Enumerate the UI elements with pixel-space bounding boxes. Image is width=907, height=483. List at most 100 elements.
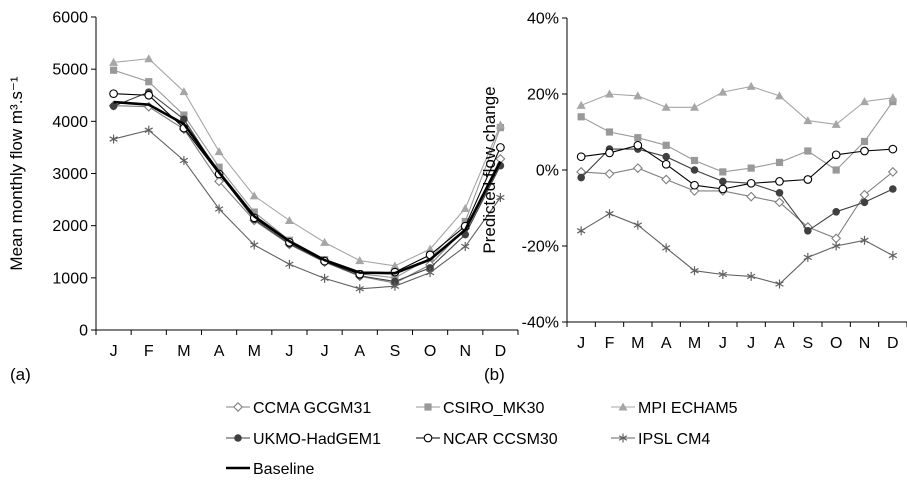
series-line-baseline (113, 100, 502, 275)
legend-marker (618, 433, 628, 443)
data-point-ipsl (461, 242, 470, 252)
data-point-ipsl (803, 252, 813, 262)
data-point-ukmo (180, 115, 188, 124)
data-point-ncar (888, 144, 898, 154)
data-point-mpi (605, 89, 614, 98)
series-ukmo (109, 88, 505, 286)
series-ipsl (109, 125, 505, 294)
legend-label: CCMA GCGM31 (253, 400, 371, 417)
x-tick-label: A (774, 335, 785, 352)
data-point-ipsl (860, 235, 869, 245)
data-point-ukmo (109, 102, 118, 111)
data-point-ncar (605, 148, 614, 158)
data-point-ccma (831, 233, 842, 244)
x-tick-label: J (110, 343, 118, 360)
data-point-csiro (180, 111, 188, 119)
x-tick-label: S (802, 335, 813, 352)
data-point-ncar (144, 90, 154, 100)
data-point-mpi (495, 120, 505, 129)
x-tick-label: J (577, 335, 585, 352)
x-tick-label: J (719, 335, 727, 352)
y-tick-label: 20% (527, 87, 559, 104)
data-point-csiro (634, 134, 642, 142)
data-point-ccma (887, 166, 898, 177)
series-line-ncar (581, 144, 893, 190)
series-csiro (577, 98, 897, 176)
data-point-ipsl (661, 243, 671, 253)
panel-label: (a) (10, 365, 31, 384)
data-point-mpi (109, 57, 119, 66)
x-tick-label: N (459, 343, 471, 360)
x-tick-label: O (424, 343, 436, 360)
data-point-ipsl (320, 273, 329, 283)
legend-label: MPI ECHAM5 (638, 400, 738, 417)
x-tick-label: A (214, 343, 225, 360)
series-line-ipsl (580, 213, 894, 285)
series-ccma (576, 163, 898, 244)
y-tick-label: 1000 (52, 270, 88, 287)
data-point-csiro (461, 217, 469, 226)
data-point-ipsl (355, 284, 364, 294)
x-tick-label: A (661, 335, 672, 352)
data-point-csiro (719, 168, 727, 176)
x-tick-label: M (631, 335, 644, 352)
data-point-mpi (249, 191, 259, 200)
y-tick-label: -20% (522, 239, 559, 256)
data-point-ukmo (889, 185, 897, 193)
data-point-ukmo (832, 208, 840, 216)
y-tick-label: 2000 (52, 218, 88, 235)
legend-item-ipsl: IPSL CM4 (611, 431, 710, 448)
series-ccma (108, 100, 506, 289)
data-point-mpi (179, 87, 189, 96)
data-point-ipsl (775, 279, 784, 289)
data-point-ncar (831, 150, 841, 160)
data-point-ccma (632, 163, 643, 174)
data-point-csiro (804, 147, 812, 155)
data-point-mpi (425, 244, 435, 253)
data-point-csiro (109, 66, 118, 74)
data-point-ukmo (426, 264, 434, 272)
series-line-csiro (580, 101, 894, 173)
x-tick-label: O (830, 335, 842, 352)
data-point-ukmo (804, 227, 812, 235)
data-point-ncar (109, 89, 118, 99)
x-tick-label: N (859, 335, 871, 352)
data-point-csiro (577, 113, 585, 121)
data-point-ncar (718, 184, 728, 194)
data-point-ncar (746, 178, 756, 188)
data-point-mpi (144, 54, 154, 63)
data-point-ukmo (690, 166, 699, 174)
legend-label: Baseline (253, 461, 314, 478)
legend-marker (618, 402, 628, 411)
series-line-mpi (113, 58, 501, 267)
data-point-ukmo (662, 152, 670, 161)
panel-a: 0 1000 2000 3000 4000 5000 6000 J F M A M J J A S O N D Mea… (7, 10, 519, 384)
series-line-mpi (580, 85, 893, 125)
data-point-ipsl (633, 220, 643, 230)
data-point-ipsl (718, 270, 728, 279)
data-point-ukmo (391, 277, 399, 286)
data-point-csiro (860, 137, 869, 146)
data-point-ukmo (860, 198, 869, 207)
data-point-ipsl (144, 125, 153, 135)
data-point-ipsl (831, 241, 841, 251)
data-point-mpi (633, 91, 643, 100)
legend-item-ncar: NCAR CCSM30 (416, 431, 558, 448)
x-tick-label: J (285, 343, 293, 360)
data-point-mpi (576, 100, 586, 109)
data-point-csiro (690, 156, 699, 165)
data-point-ccma (604, 168, 615, 179)
series-baseline (113, 100, 502, 275)
data-point-mpi (355, 256, 365, 265)
data-point-ipsl (690, 266, 699, 276)
data-point-mpi (860, 97, 869, 106)
data-point-ukmo (719, 177, 727, 186)
y-tick-label: 4000 (52, 114, 88, 131)
data-point-csiro (605, 128, 614, 136)
data-point-mpi (460, 203, 470, 212)
x-tick-label: F (144, 343, 154, 360)
data-point-ccma (214, 176, 225, 187)
data-point-csiro (747, 164, 755, 172)
y-axis-label: Mean monthly flow m³.s⁻¹ (7, 76, 26, 270)
